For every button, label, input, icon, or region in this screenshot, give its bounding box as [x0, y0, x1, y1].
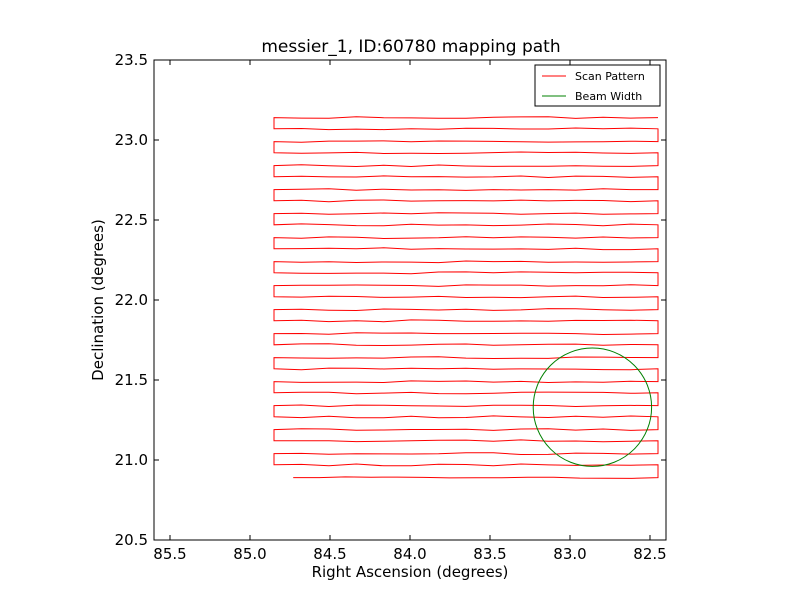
x-tick-label: 82.5 — [633, 545, 666, 563]
y-axis-label: Declination (degrees) — [89, 219, 107, 381]
legend-label-scan: Scan Pattern — [575, 70, 645, 83]
legend: Scan Pattern Beam Width — [534, 64, 661, 107]
scan-pattern-series — [273, 116, 659, 479]
plot-frame — [153, 59, 667, 541]
y-tick-label: 20.5 — [115, 531, 148, 549]
y-tick-label: 23.5 — [115, 51, 148, 69]
x-tick-label: 84.5 — [313, 545, 346, 563]
y-tick-label: 21.0 — [115, 451, 148, 469]
y-tick-label: 21.5 — [115, 371, 148, 389]
x-tick-label: 84.0 — [393, 545, 426, 563]
legend-label-beam: Beam Width — [575, 90, 642, 103]
chart-title: messier_1, ID:60780 mapping path — [261, 37, 560, 57]
beam-width-series — [532, 347, 653, 467]
x-tick-label: 85.0 — [233, 545, 266, 563]
x-tick-label: 83.5 — [473, 545, 506, 563]
scan-pattern-line — [273, 116, 659, 479]
legend-frame — [534, 64, 661, 107]
beam-width-circle — [532, 347, 653, 467]
y-tick-label: 23.0 — [115, 131, 148, 149]
x-axis-label: Right Ascension (degrees) — [312, 563, 509, 581]
y-axis-ticks: 20.5 21.0 21.5 22.0 22.5 23.0 23.5 — [115, 51, 666, 549]
y-tick-label: 22.0 — [115, 291, 148, 309]
plot-area — [154, 60, 666, 540]
x-axis-ticks: 85.5 85.0 84.5 84.0 83.5 83.0 82.5 — [153, 60, 667, 563]
x-tick-label: 83.0 — [553, 545, 586, 563]
x-tick-label: 85.5 — [153, 545, 186, 563]
y-tick-label: 22.5 — [115, 211, 148, 229]
